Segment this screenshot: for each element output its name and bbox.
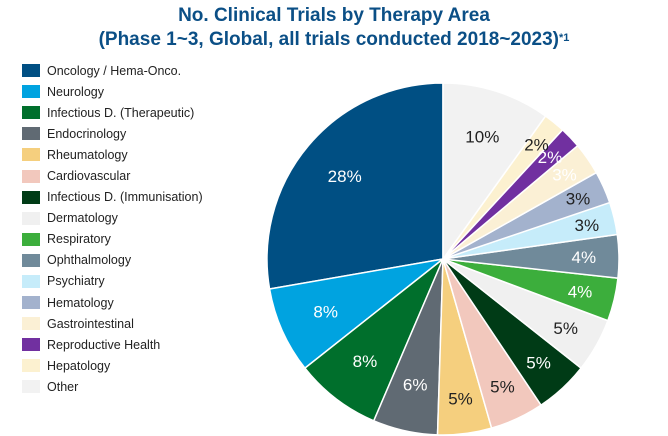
legend-item: Respiratory bbox=[22, 229, 262, 250]
pie-data-label: 2% bbox=[524, 135, 549, 154]
pie-data-label: 10% bbox=[465, 128, 499, 147]
legend-swatch bbox=[22, 127, 40, 141]
legend-swatch bbox=[22, 296, 40, 310]
legend-item: Endocrinology bbox=[22, 123, 262, 144]
pie-data-label: 3% bbox=[552, 166, 577, 185]
legend-item: Psychiatry bbox=[22, 271, 262, 292]
pie-data-label: 3% bbox=[575, 216, 600, 235]
legend-swatch bbox=[22, 317, 40, 331]
legend-item: Neurology bbox=[22, 81, 262, 102]
legend-item: Oncology / Hema-Onco. bbox=[22, 60, 262, 81]
legend-swatch bbox=[22, 211, 40, 225]
legend-swatch bbox=[22, 274, 40, 288]
legend-label: Hepatology bbox=[47, 358, 111, 373]
chart-title-block: No. Clinical Trials by Therapy Area (Pha… bbox=[0, 4, 668, 52]
legend-item: Other bbox=[22, 376, 262, 397]
chart-legend: Oncology / Hema-Onco. Neurology Infectious… bbox=[22, 60, 262, 398]
legend-swatch bbox=[22, 190, 40, 204]
pie-data-label: 8% bbox=[313, 302, 338, 321]
legend-item: Infectious D. (Immunisation) bbox=[22, 187, 262, 208]
pie-data-label: 5% bbox=[553, 319, 578, 338]
legend-swatch bbox=[22, 64, 40, 78]
pie-data-label: 28% bbox=[328, 167, 362, 186]
legend-item: Gastrointestinal bbox=[22, 313, 262, 334]
legend-swatch bbox=[22, 232, 40, 246]
legend-label: Endocrinology bbox=[47, 126, 127, 141]
legend-label: Other bbox=[47, 379, 79, 394]
legend-label: Reproductive Health bbox=[47, 337, 161, 352]
pie-data-label: 5% bbox=[526, 353, 551, 372]
chart-subtitle: (Phase 1~3, Global, all trials conducted… bbox=[98, 29, 560, 50]
legend-item: Dermatology bbox=[22, 208, 262, 229]
legend-swatch bbox=[22, 85, 40, 99]
legend-item: Ophthalmology bbox=[22, 250, 262, 271]
legend-label: Oncology / Hema-Onco. bbox=[47, 63, 182, 78]
legend-label: Infectious D. (Immunisation) bbox=[47, 190, 203, 205]
legend-item: Hematology bbox=[22, 292, 262, 313]
pie-data-label: 4% bbox=[572, 248, 597, 267]
chart-title: No. Clinical Trials by Therapy Area bbox=[178, 5, 490, 26]
legend-item: Reproductive Health bbox=[22, 334, 262, 355]
legend-label: Infectious D. (Therapeutic) bbox=[47, 105, 195, 120]
pie-data-label: 3% bbox=[566, 190, 591, 209]
legend-item: Rheumatology bbox=[22, 144, 262, 165]
legend-label: Rheumatology bbox=[47, 147, 128, 162]
chart-subtitle-line: (Phase 1~3, Global, all trials conducted… bbox=[0, 28, 668, 52]
legend-swatch bbox=[22, 253, 40, 267]
pie-data-label: 6% bbox=[403, 375, 428, 394]
footnote-marker: *1 bbox=[559, 32, 570, 44]
pie-data-label: 8% bbox=[353, 352, 378, 371]
legend-label: Dermatology bbox=[47, 211, 118, 226]
pie-slice bbox=[442, 82, 547, 262]
legend-label: Cardiovascular bbox=[47, 169, 131, 184]
legend-label: Gastrointestinal bbox=[47, 316, 134, 331]
legend-item: Hepatology bbox=[22, 355, 262, 376]
pie-slice bbox=[266, 82, 444, 290]
legend-swatch bbox=[22, 169, 40, 183]
legend-swatch bbox=[22, 106, 40, 120]
legend-swatch bbox=[22, 380, 40, 394]
legend-label: Ophthalmology bbox=[47, 253, 132, 268]
pie-data-label: 4% bbox=[568, 283, 593, 302]
pie-data-label: 5% bbox=[490, 378, 515, 397]
legend-swatch bbox=[22, 148, 40, 162]
legend-swatch bbox=[22, 338, 40, 352]
pie-data-label: 5% bbox=[448, 390, 473, 409]
legend-label: Respiratory bbox=[47, 232, 111, 247]
legend-label: Hematology bbox=[47, 295, 114, 310]
legend-item: Cardiovascular bbox=[22, 165, 262, 186]
legend-label: Neurology bbox=[47, 84, 104, 99]
legend-item: Infectious D. (Therapeutic) bbox=[22, 102, 262, 123]
legend-swatch bbox=[22, 359, 40, 373]
legend-label: Psychiatry bbox=[47, 274, 105, 289]
pie-data-label: 2% bbox=[538, 148, 563, 167]
